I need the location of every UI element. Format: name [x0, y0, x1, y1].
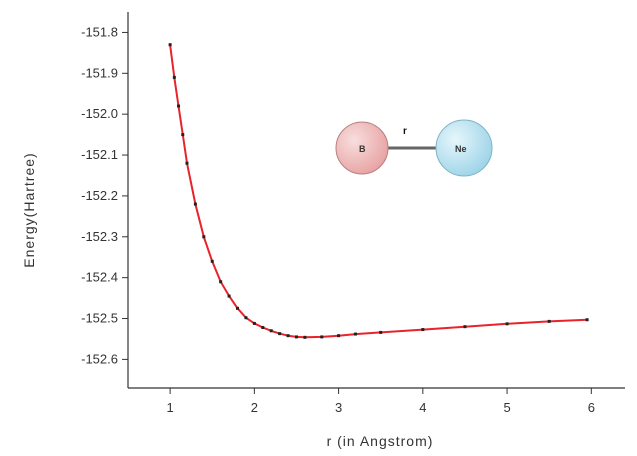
y-tick-label: -151.9	[81, 65, 118, 80]
y-tick-label: -152.2	[81, 188, 118, 203]
y-tick-label: -152.3	[81, 229, 118, 244]
data-point	[193, 202, 197, 206]
data-point	[181, 133, 185, 137]
boron-atom-label: B	[359, 144, 366, 154]
x-tick-label: 3	[335, 400, 342, 415]
data-point	[177, 104, 181, 108]
data-point	[286, 334, 290, 338]
data-point	[337, 334, 341, 338]
data-point	[227, 294, 231, 298]
x-tick-label: 1	[167, 400, 174, 415]
data-point	[244, 316, 248, 320]
energy-series-line	[169, 44, 588, 339]
data-point	[353, 332, 357, 336]
x-tick-label: 4	[419, 400, 426, 415]
energy-series-points	[168, 43, 589, 339]
y-tick-label: -152.5	[81, 311, 118, 326]
data-point	[303, 335, 307, 339]
data-point	[168, 43, 172, 47]
neon-atom-label: Ne	[455, 144, 467, 154]
x-axis-title: r (in Angstrom)	[327, 433, 434, 449]
bond-label: r	[403, 126, 407, 137]
y-axis-ticks: -151.8 -151.9 -152.0 -152.1 -152.2 -152.3 -152…	[81, 24, 128, 366]
y-tick-label: -151.8	[81, 24, 118, 39]
data-point	[261, 326, 265, 330]
data-point	[278, 332, 282, 336]
y-tick-label: -152.0	[81, 106, 118, 121]
data-point	[421, 328, 425, 332]
x-tick-label: 2	[251, 400, 258, 415]
data-point	[463, 325, 467, 329]
data-point	[219, 280, 223, 284]
x-tick-label: 6	[588, 400, 595, 415]
x-tick-label: 5	[503, 400, 510, 415]
data-point	[172, 75, 176, 79]
data-point	[379, 330, 383, 334]
y-tick-label: -152.6	[81, 351, 118, 366]
data-point	[505, 322, 509, 326]
neon-atom	[435, 119, 493, 177]
y-tick-label: -152.4	[81, 270, 118, 285]
data-point	[185, 161, 189, 165]
data-point	[202, 235, 206, 239]
x-axis-ticks: 1 2 3 4 5 6	[167, 388, 595, 415]
molecule-inset: r B Ne	[335, 119, 493, 177]
data-point	[547, 319, 551, 323]
data-point	[269, 329, 273, 333]
data-point	[585, 318, 589, 322]
data-point	[236, 306, 240, 310]
data-point	[252, 321, 256, 325]
data-point	[320, 335, 324, 339]
y-tick-label: -152.1	[81, 147, 118, 162]
data-point	[210, 259, 214, 263]
boron-atom	[335, 121, 389, 175]
data-point	[294, 335, 298, 339]
y-axis-title: Energy(Hartree)	[21, 152, 37, 267]
